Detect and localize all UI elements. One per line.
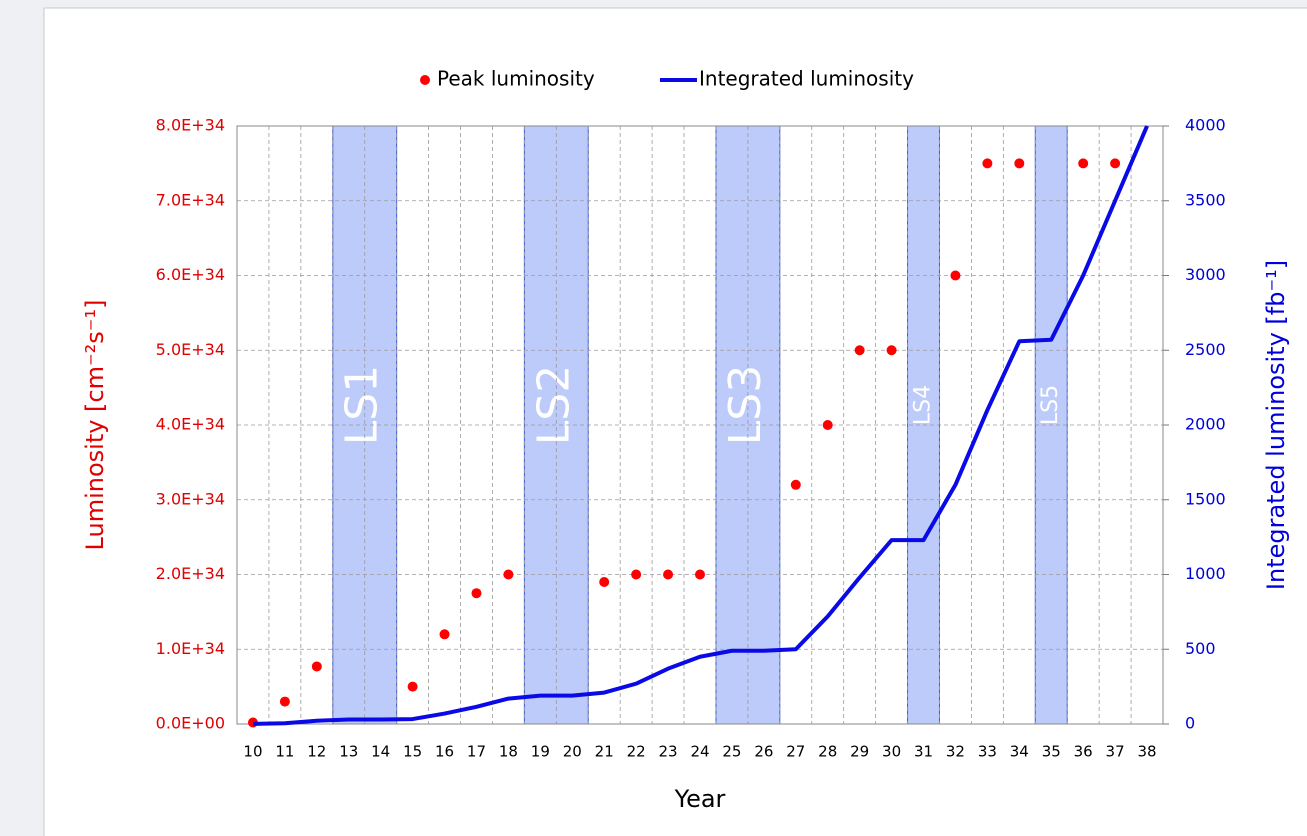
peak-point xyxy=(663,569,674,580)
peak-point xyxy=(503,569,514,580)
x-tick-label: 24 xyxy=(690,743,709,761)
x-tick-label: 29 xyxy=(850,743,869,761)
x-tick-label: 36 xyxy=(1074,743,1093,761)
x-tick-label: 37 xyxy=(1106,743,1125,761)
x-tick-label: 15 xyxy=(403,743,422,761)
y-tick-label: 6.0E+34 xyxy=(156,265,225,284)
x-tick-label: 21 xyxy=(595,743,614,761)
x-tick-label: 23 xyxy=(659,743,678,761)
x-tick-label: 30 xyxy=(882,743,901,761)
peak-point xyxy=(822,420,833,430)
x-tick-label: 26 xyxy=(754,743,773,761)
x-tick-label: 10 xyxy=(243,743,262,761)
peak-point xyxy=(950,270,961,281)
y2-tick-label: 3500 xyxy=(1185,190,1226,209)
x-tick-label: 31 xyxy=(914,743,933,761)
y2-tick-label: 2500 xyxy=(1185,340,1226,359)
peak-point xyxy=(407,681,418,692)
y-tick-label: 1.0E+34 xyxy=(156,639,225,658)
y-tick-label: 7.0E+34 xyxy=(156,190,225,209)
region-label: LS2 xyxy=(528,365,579,445)
peak-point xyxy=(471,588,482,599)
x-tick-label: 13 xyxy=(339,743,358,761)
x-tick-label: 12 xyxy=(307,743,326,761)
x-tick-label: 20 xyxy=(563,743,582,761)
peak-point xyxy=(439,629,450,640)
peak-point xyxy=(1110,158,1121,169)
x-tick-label: 14 xyxy=(371,743,390,761)
y-tick-label: 8.0E+34 xyxy=(156,116,225,135)
x-tick-label: 16 xyxy=(435,743,454,761)
x-tick-label: 27 xyxy=(786,743,805,761)
peak-point xyxy=(854,345,865,356)
peak-point xyxy=(1014,158,1025,169)
peak-point xyxy=(982,158,993,169)
peak-point xyxy=(790,479,801,490)
legend-label: Integrated luminosity xyxy=(699,67,914,91)
x-tick-label: 35 xyxy=(1042,743,1061,761)
y2-tick-label: 500 xyxy=(1185,639,1216,658)
peak-point xyxy=(631,569,642,580)
y-tick-label: 3.0E+34 xyxy=(156,489,225,508)
peak-point xyxy=(279,696,290,707)
y2-tick-label: 4000 xyxy=(1185,116,1226,135)
legend-marker xyxy=(420,75,430,85)
x-tick-label: 28 xyxy=(818,743,837,761)
region-label: LS5 xyxy=(1038,385,1063,425)
y-axis-label: Luminosity [cm⁻²s⁻¹] xyxy=(81,300,109,551)
legend-label: Peak luminosity xyxy=(437,67,595,91)
x-tick-label: 22 xyxy=(627,743,646,761)
region-label: LS4 xyxy=(911,385,936,425)
peak-point xyxy=(599,576,610,587)
x-tick-label: 18 xyxy=(499,743,518,761)
y-tick-label: 2.0E+34 xyxy=(156,564,225,583)
y2-tick-label: 2000 xyxy=(1185,415,1226,434)
plot-frame xyxy=(236,125,1164,725)
x-tick-label: 33 xyxy=(978,743,997,761)
y-tick-label: 4.0E+34 xyxy=(156,415,225,434)
x-axis-label: Year xyxy=(674,785,726,813)
card xyxy=(43,7,1307,836)
x-tick-label: 17 xyxy=(467,743,486,761)
y2-tick-label: 1000 xyxy=(1185,564,1226,583)
x-tick-label: 25 xyxy=(722,743,741,761)
region-label: LS3 xyxy=(720,365,771,445)
region-label: LS1 xyxy=(337,365,388,445)
peak-point xyxy=(886,345,897,356)
x-tick-label: 11 xyxy=(275,743,294,761)
peak-point xyxy=(695,569,705,580)
peak-point xyxy=(1078,158,1089,169)
peak-point xyxy=(311,661,322,672)
y-tick-label: 0.0E+00 xyxy=(156,714,225,733)
y2-tick-label: 1500 xyxy=(1185,489,1226,508)
x-tick-label: 19 xyxy=(531,743,550,761)
x-tick-label: 34 xyxy=(1010,743,1029,761)
y2-tick-label: 0 xyxy=(1185,714,1195,733)
y-tick-label: 5.0E+34 xyxy=(156,340,225,359)
y2-axis-label: Integrated luminosity [fb⁻¹] xyxy=(1262,260,1290,590)
x-tick-label: 32 xyxy=(946,743,965,761)
x-tick-label: 38 xyxy=(1137,743,1156,761)
integrated-line xyxy=(252,125,1149,726)
y2-tick-label: 3000 xyxy=(1185,265,1226,284)
